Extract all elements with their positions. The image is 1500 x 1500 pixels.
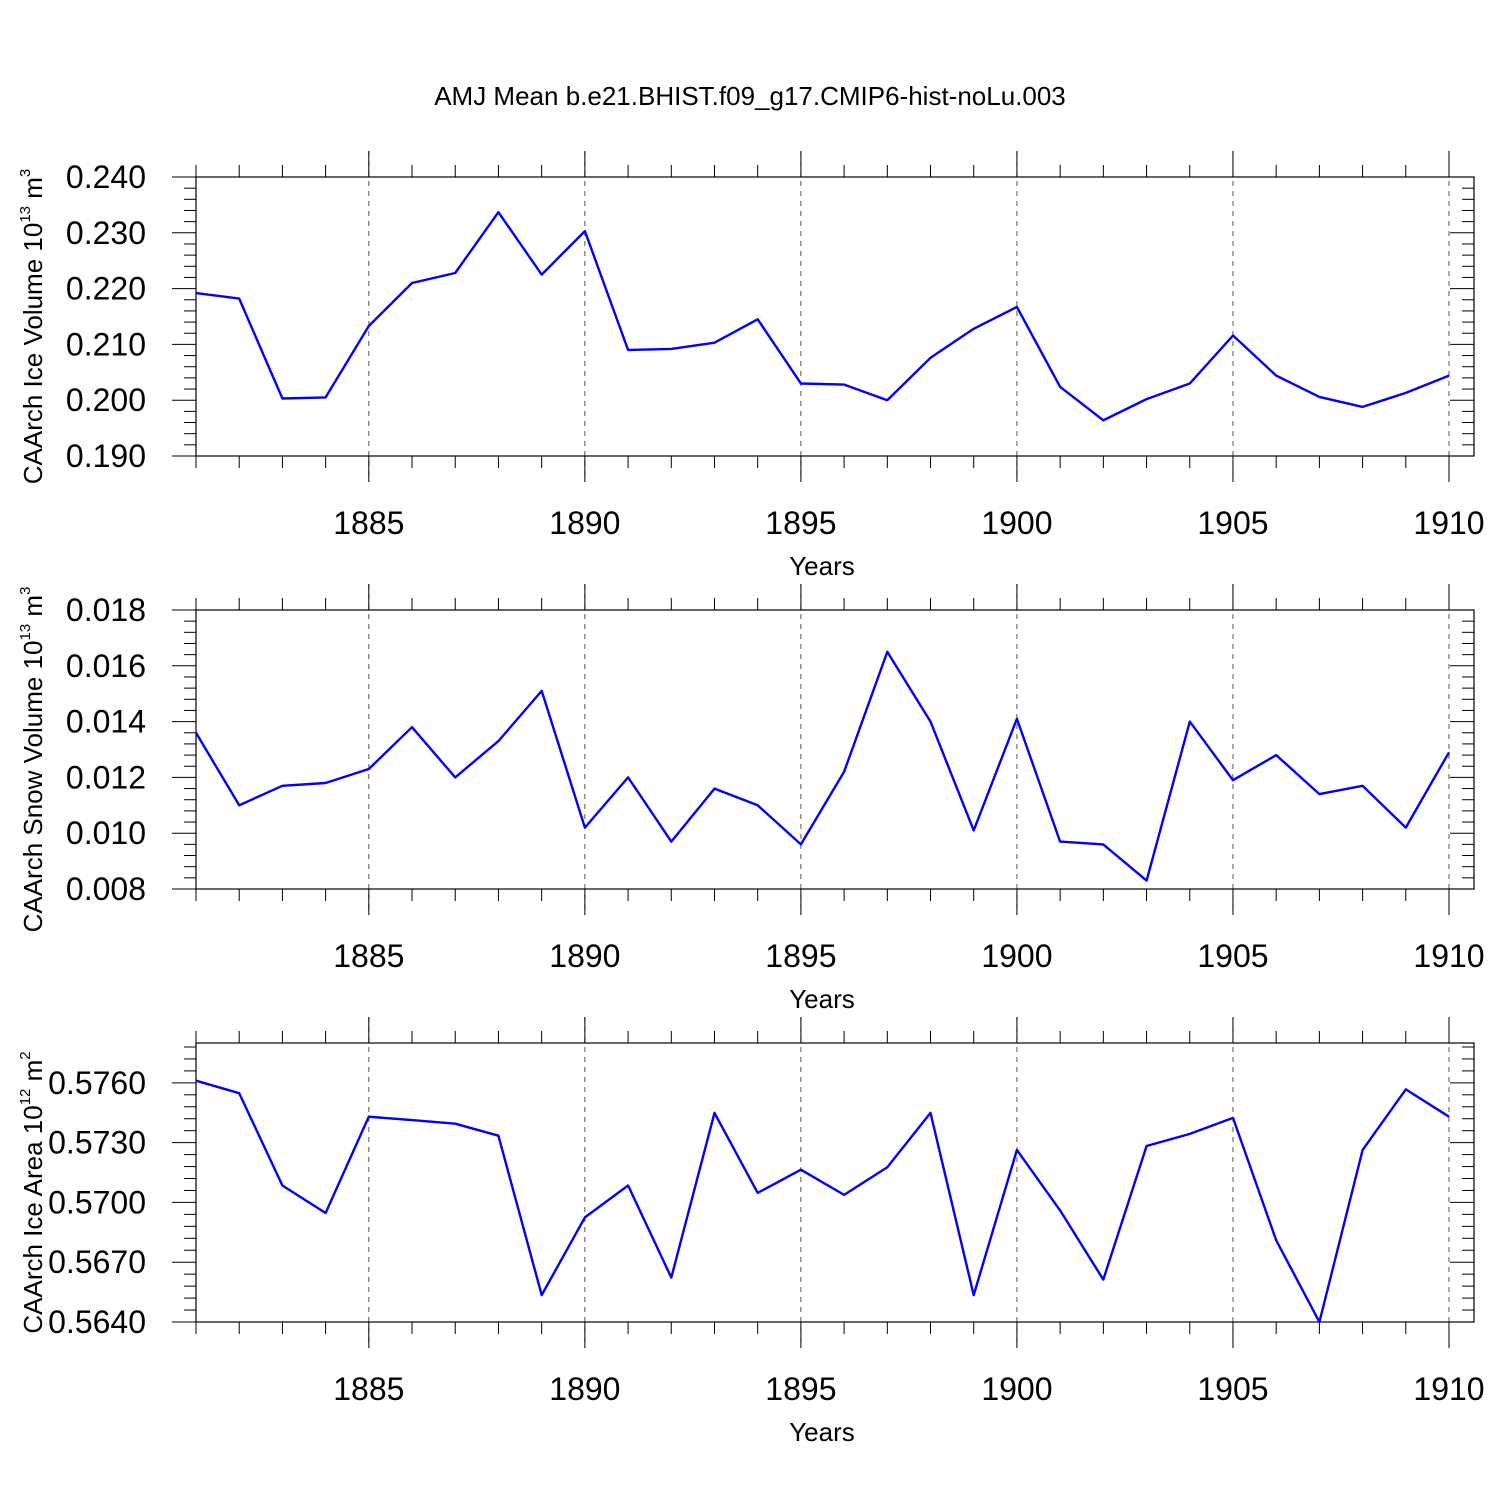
x-tick-label: 1910 bbox=[1413, 1371, 1484, 1407]
x-tick-label: 1895 bbox=[765, 938, 836, 974]
x-tick-label: 1910 bbox=[1413, 505, 1484, 541]
y-axis-label: CAArch Snow Volume 1013 m3 bbox=[17, 587, 48, 933]
x-tick-label: 1885 bbox=[333, 505, 404, 541]
plot-frame bbox=[195, 176, 1475, 457]
x-tick-label: 1905 bbox=[1197, 938, 1268, 974]
y-tick-label: 0.230 bbox=[66, 215, 146, 251]
x-tick-label: 1890 bbox=[549, 505, 620, 541]
panel-ice-volume: 0.190 0.200 0.210 0.220 0.230 0.240 1885 1890 18… bbox=[17, 151, 1485, 581]
x-tick-label: 1895 bbox=[765, 505, 836, 541]
x-tick-label: 1910 bbox=[1413, 938, 1484, 974]
x-axis-label: Years bbox=[789, 1417, 855, 1447]
x-tick-label: 1905 bbox=[1197, 1371, 1268, 1407]
y-tick-label: 0.190 bbox=[66, 438, 146, 474]
series-line-snow-volume bbox=[194, 650, 1451, 882]
x-tick-label: 1885 bbox=[333, 938, 404, 974]
y-tick-label: 0.240 bbox=[66, 159, 146, 195]
x-axis-label: Years bbox=[789, 551, 855, 581]
y-tick-label: 0.008 bbox=[66, 871, 146, 907]
y-axis-label: CAArch Ice Volume 1013 m3 bbox=[17, 169, 48, 485]
x-tick-label: 1905 bbox=[1197, 505, 1268, 541]
y-tick-label: 0.012 bbox=[66, 759, 146, 795]
y-tick-label: 0.200 bbox=[66, 382, 146, 418]
x-tick-label: 1900 bbox=[981, 1371, 1052, 1407]
y-tick-label: 0.018 bbox=[66, 592, 146, 628]
plot-frame bbox=[195, 1042, 1475, 1323]
x-axis-label: Years bbox=[789, 984, 855, 1014]
x-tick-label: 1895 bbox=[765, 1371, 836, 1407]
y-tick-label: 0.5760 bbox=[48, 1065, 146, 1101]
panel-snow-volume: 0.008 0.010 0.012 0.014 0.016 0.018 1885 1890 18… bbox=[17, 584, 1485, 1014]
x-tick-label: 1885 bbox=[333, 1371, 404, 1407]
y-tick-label: 0.5700 bbox=[48, 1184, 146, 1220]
y-tick-label: 0.5640 bbox=[48, 1304, 146, 1340]
x-tick-label: 1900 bbox=[981, 505, 1052, 541]
series-line-ice-volume bbox=[195, 210, 1450, 422]
y-tick-label: 0.5730 bbox=[48, 1125, 146, 1161]
x-tick-label: 1890 bbox=[549, 1371, 620, 1407]
y-tick-label: 0.210 bbox=[66, 326, 146, 362]
y-tick-label: 0.220 bbox=[66, 271, 146, 307]
y-axis-label: CAArch Ice Area 1012 m2 bbox=[17, 1051, 48, 1333]
y-tick-label: 0.014 bbox=[66, 704, 146, 740]
panel-ice-area: 0.5640 0.5670 0.5700 0.5730 0.5760 1885 1890 18… bbox=[17, 1017, 1485, 1447]
x-tick-label: 1890 bbox=[549, 938, 620, 974]
y-tick-label: 0.5670 bbox=[48, 1244, 146, 1280]
plot-frame bbox=[195, 609, 1475, 890]
figure-title: AMJ Mean b.e21.BHIST.f09_g17.CMIP6-hist-… bbox=[434, 81, 1066, 111]
x-tick-label: 1900 bbox=[981, 938, 1052, 974]
y-tick-label: 0.010 bbox=[66, 815, 146, 851]
series-line-ice-area bbox=[195, 1079, 1450, 1324]
y-tick-label: 0.016 bbox=[66, 648, 146, 684]
